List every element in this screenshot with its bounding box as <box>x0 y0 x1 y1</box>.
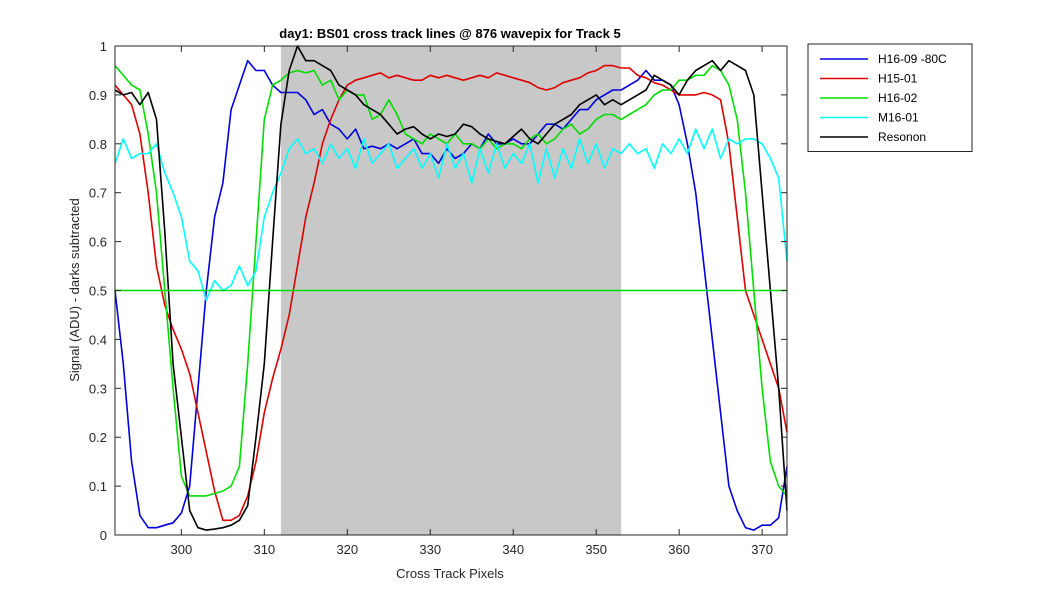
x-tick-label: 340 <box>502 542 524 557</box>
y-tick-label: 0.4 <box>89 332 107 347</box>
y-tick-label: 0.5 <box>89 284 107 299</box>
y-axis-label: Signal (ADU) - darks subtracted <box>67 198 82 382</box>
series-line-1 <box>114 64 788 522</box>
y-tick-label: 0.8 <box>89 137 107 152</box>
y-tick-label: 0.1 <box>89 479 107 494</box>
legend-label: Resonon <box>878 130 926 144</box>
x-tick-label: 300 <box>171 542 193 557</box>
y-tick-label: 0.7 <box>89 186 107 201</box>
legend-label: H15-01 <box>878 72 918 86</box>
x-axis-label: Cross Track Pixels <box>396 566 504 581</box>
y-tick-label: 0 <box>100 528 107 543</box>
x-tick-label: 350 <box>585 542 607 557</box>
y-tick-label: 0.3 <box>89 381 107 396</box>
x-tick-label: 320 <box>336 542 358 557</box>
chart-title: day1: BS01 cross track lines @ 876 wavep… <box>279 26 620 41</box>
series-line-4 <box>114 45 788 531</box>
x-tick-label: 370 <box>751 542 773 557</box>
legend-label: H16-09 -80C <box>878 52 947 66</box>
x-tick-label: 310 <box>253 542 275 557</box>
legend-label: H16-02 <box>878 91 918 105</box>
x-tick-label: 360 <box>668 542 690 557</box>
x-tick-label: 330 <box>419 542 441 557</box>
series-line-3 <box>114 128 788 302</box>
y-tick-label: 0.2 <box>89 430 107 445</box>
y-tick-label: 1 <box>100 39 107 54</box>
legend: H16-09 -80C H15-01 H16-02 M16-01 Resonon <box>807 43 973 152</box>
legend-label: M16-01 <box>878 111 919 125</box>
series-line-2 <box>114 64 788 497</box>
y-tick-label: 0.6 <box>89 235 107 250</box>
y-tick-label: 0.9 <box>89 88 107 103</box>
plot-area: 300 310 320 330 340 350 360 370 0 0.1 0.2 0.3 0.4 0.5… <box>89 39 788 557</box>
